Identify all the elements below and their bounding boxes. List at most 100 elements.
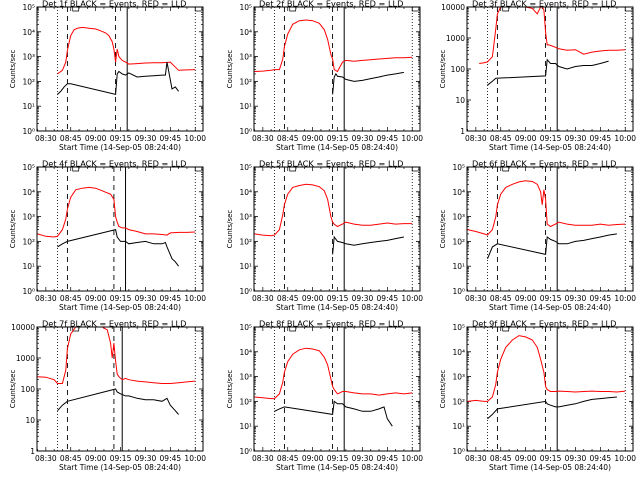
y-tick-label: 10000	[11, 323, 35, 332]
x-axis-title: Start Time (14-Sep-05 08:24:40)	[59, 143, 181, 152]
y-axis-label: Counts/sec	[439, 210, 447, 249]
y-tick-label: 100	[451, 65, 466, 74]
detector-panel-1: Det 1f BLACK = Events, RED = LLD Counts/s…	[9, 0, 206, 152]
x-tick-label: 09:45	[590, 454, 612, 463]
x-tick-label: 08:30	[35, 454, 57, 463]
plot-frame	[253, 326, 421, 452]
top-bracket-glyph	[411, 167, 419, 172]
top-bracket-glyph	[289, 7, 297, 12]
top-bracket-glyph	[289, 327, 297, 332]
x-tick-label: 09:15	[540, 134, 562, 143]
lld-series-line	[467, 180, 626, 236]
x-tick-label: 08:45	[490, 134, 512, 143]
y-tick-label: 10⁰	[22, 127, 35, 136]
x-tick-label: 08:30	[252, 134, 274, 143]
series-group	[254, 19, 413, 95]
events-series-line	[332, 235, 404, 255]
events-series-line	[57, 228, 180, 267]
plot-frame	[36, 326, 204, 452]
x-tick-label: 09:15	[327, 294, 349, 303]
y-axis-label: Counts/sec	[439, 370, 447, 409]
x-tick-label: 09:30	[565, 134, 587, 143]
series-group	[479, 7, 626, 86]
x-tick-label: 10:00	[184, 294, 206, 303]
y-tick-label: 10⁰	[239, 447, 252, 456]
series-group	[467, 335, 626, 420]
y-tick-label: 10⁴	[239, 28, 252, 37]
x-tick-label: 09:45	[377, 134, 399, 143]
x-tick-label: 09:00	[85, 134, 107, 143]
top-bracket-glyph	[502, 167, 510, 172]
x-tick-label: 08:45	[277, 134, 299, 143]
x-tick-label: 10:00	[614, 454, 636, 463]
plot-frame	[466, 166, 634, 292]
x-tick-label: 09:15	[327, 134, 349, 143]
y-axis-label: Counts/sec	[226, 210, 234, 249]
x-tick-label: 09:15	[327, 454, 349, 463]
x-tick-label: 08:45	[277, 454, 299, 463]
top-bracket-glyph	[194, 327, 202, 332]
y-tick-label: 10¹	[452, 422, 465, 431]
lld-series-line	[254, 347, 413, 400]
y-tick-label: 1000	[446, 34, 465, 43]
panel-title: Det 4f BLACK = Events, RED = LLD	[42, 159, 186, 169]
detector-panel-5: Det 5f BLACK = Events, RED = LLD Counts/s…	[226, 159, 423, 313]
x-tick-label: 09:30	[565, 294, 587, 303]
x-tick-label: 09:30	[352, 294, 374, 303]
x-tick-label: 09:15	[110, 134, 132, 143]
x-tick-label: 08:45	[60, 134, 82, 143]
x-tick-label: 09:00	[85, 294, 107, 303]
x-tick-label: 09:45	[377, 454, 399, 463]
y-tick-label: 10⁵	[452, 163, 465, 172]
x-tick-label: 09:45	[590, 294, 612, 303]
x-tick-label: 09:30	[352, 134, 374, 143]
series-group	[57, 26, 196, 96]
detector-panel-4: Det 4f BLACK = Events, RED = LLD Counts/s…	[9, 159, 206, 313]
y-tick-label: 1	[460, 127, 465, 136]
x-axis-title: Start Time (14-Sep-05 08:24:40)	[276, 463, 398, 472]
plot-frame	[253, 166, 421, 292]
x-tick-label: 08:45	[60, 294, 82, 303]
x-tick-label: 08:45	[60, 454, 82, 463]
top-bracket-glyph	[72, 7, 80, 12]
x-tick-label: 08:30	[35, 294, 57, 303]
top-bracket-glyph	[72, 167, 80, 172]
y-tick-label: 10⁰	[239, 127, 252, 136]
y-tick-label: 10²	[239, 77, 252, 86]
y-tick-label: 10³	[452, 373, 465, 382]
y-tick-label: 10	[25, 416, 35, 425]
series-group	[37, 327, 196, 415]
y-axis-label: Counts/sec	[9, 370, 17, 409]
x-axis-title: Start Time (14-Sep-05 08:24:40)	[489, 143, 611, 152]
lld-series-line	[37, 186, 196, 238]
x-tick-label: 09:30	[135, 294, 157, 303]
y-tick-label: 10²	[452, 397, 465, 406]
events-series-line	[57, 62, 180, 96]
y-tick-label: 10⁴	[239, 188, 252, 197]
plot-frame	[36, 6, 204, 132]
y-tick-label: 10⁵	[239, 3, 252, 12]
x-tick-label: 09:45	[160, 454, 182, 463]
y-tick-label: 10¹	[22, 102, 35, 111]
series-group	[254, 347, 413, 427]
plot-frame	[466, 6, 634, 132]
top-bracket-glyph	[72, 327, 80, 332]
top-bracket-glyph	[194, 167, 202, 172]
x-tick-label: 09:30	[135, 454, 157, 463]
x-tick-label: 09:00	[302, 454, 324, 463]
y-tick-label: 10⁵	[452, 323, 465, 332]
y-tick-label: 10²	[239, 397, 252, 406]
y-tick-label: 10⁰	[239, 287, 252, 296]
plot-frame	[253, 6, 421, 132]
y-tick-label: 10³	[22, 53, 35, 62]
y-axis-label: Counts/sec	[9, 210, 17, 249]
y-tick-label: 10³	[239, 213, 252, 222]
lld-series-line	[254, 19, 413, 73]
lld-series-line	[254, 183, 413, 237]
y-tick-label: 10²	[22, 237, 35, 246]
x-tick-label: 08:45	[490, 454, 512, 463]
y-tick-label: 10³	[239, 373, 252, 382]
panel-title: Det 6f BLACK = Events, RED = LLD	[472, 159, 616, 169]
x-tick-label: 10:00	[401, 294, 423, 303]
x-tick-label: 09:00	[515, 454, 537, 463]
